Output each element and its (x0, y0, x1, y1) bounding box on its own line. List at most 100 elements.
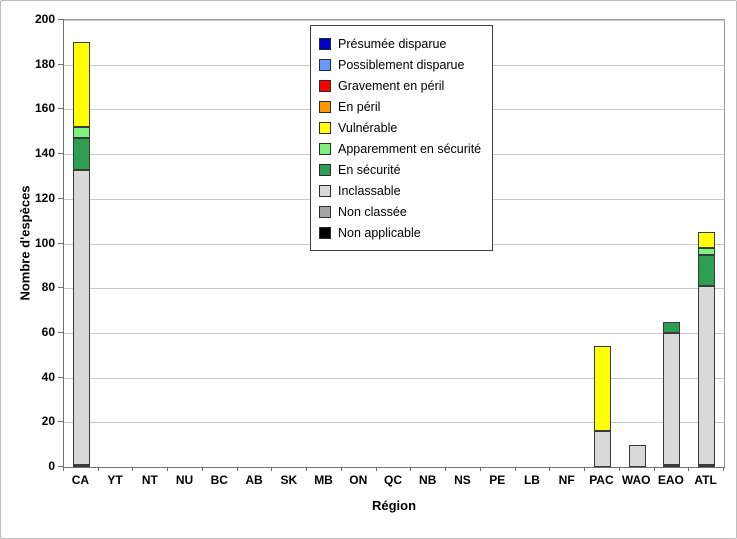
legend-label: Présumée disparue (338, 36, 447, 51)
y-tick-label: 200 (34, 12, 55, 26)
legend-item: Apparemment en sécurité (319, 138, 484, 159)
gridline (64, 20, 724, 21)
bar-segment (698, 254, 716, 286)
x-tick-label: BC (210, 473, 228, 487)
bar-segment (663, 464, 681, 467)
legend-label: Gravement en péril (338, 78, 445, 93)
x-tick-mark (375, 467, 377, 471)
legend-item: Possiblement disparue (319, 54, 484, 75)
bar-segment (698, 232, 716, 248)
legend-item: Non classée (319, 201, 484, 222)
x-tick-label: NF (558, 473, 575, 487)
legend-swatch (319, 184, 331, 197)
y-tick-mark (58, 331, 63, 333)
legend-swatch (319, 142, 331, 155)
legend-item: Présumée disparue (319, 33, 484, 54)
x-tick-label: LB (523, 473, 540, 487)
x-tick-mark (97, 467, 99, 471)
legend-swatch (319, 121, 331, 134)
x-tick-mark (340, 467, 342, 471)
y-tick-label: 20 (41, 414, 55, 429)
legend-swatch (319, 58, 331, 71)
legend: Présumée disparue Possiblement disparue Gr… (310, 25, 493, 251)
y-tick-label: 80 (41, 280, 55, 295)
legend-swatch (319, 163, 331, 176)
legend-label: Apparemment en sécurité (338, 141, 482, 156)
legend-label: Non applicable (338, 225, 421, 240)
legend-item: En sécurité (319, 159, 484, 180)
x-tick-label: NU (175, 473, 194, 487)
legend-label: En péril (338, 99, 381, 114)
x-tick-mark (306, 467, 308, 471)
legend-item: Inclassable (319, 180, 484, 201)
x-tick-label: QC (383, 473, 402, 487)
legend-swatch (319, 205, 331, 218)
x-tick-label: NB (419, 473, 437, 487)
x-tick-label: SK (280, 473, 298, 487)
x-tick-mark (723, 467, 724, 471)
bar-segment (698, 464, 716, 467)
x-tick-label: CA (71, 473, 90, 487)
x-tick-label: ON (349, 473, 368, 487)
bar-segment (663, 332, 681, 465)
bar-segment (72, 42, 90, 128)
x-tick-mark (479, 467, 481, 471)
x-tick-mark (584, 467, 586, 471)
legend-swatch (319, 79, 331, 92)
y-tick-label: 60 (41, 324, 55, 339)
x-tick-label: NS (454, 473, 471, 487)
y-tick-mark (58, 197, 63, 199)
x-tick-mark (514, 467, 516, 471)
x-tick-label: YT (107, 473, 123, 487)
y-tick-mark (58, 63, 63, 65)
x-tick-label: WAO (621, 473, 651, 487)
legend-label: Non classée (338, 204, 407, 219)
x-tick-mark (410, 467, 412, 471)
x-tick-label: AB (245, 473, 263, 487)
x-tick-label: PE (489, 473, 506, 487)
legend-label: Inclassable (338, 183, 401, 198)
y-tick-mark (58, 108, 63, 110)
x-tick-mark (618, 467, 620, 471)
bar-segment (698, 247, 716, 255)
y-tick-label: 40 (41, 369, 55, 384)
x-tick-mark (132, 467, 134, 471)
gridline (64, 377, 724, 379)
x-tick-label: ATL (694, 473, 717, 487)
x-tick-mark (688, 467, 690, 471)
x-tick-mark (271, 467, 273, 471)
y-tick-label: 160 (34, 101, 55, 116)
legend-item: En péril (319, 96, 484, 117)
legend-swatch (319, 100, 331, 113)
gridline (64, 288, 724, 290)
y-tick-mark (58, 153, 63, 155)
y-tick-mark (58, 466, 63, 467)
y-tick-mark (58, 242, 63, 244)
x-axis-title: Région (371, 498, 417, 513)
legend-label: Vulnérable (338, 120, 398, 135)
legend-item: Vulnérable (319, 117, 484, 138)
bar-segment (72, 127, 90, 139)
gridline (64, 422, 724, 424)
y-tick-mark (58, 19, 63, 20)
y-tick-label: 120 (34, 190, 55, 205)
legend-item: Gravement en péril (319, 75, 484, 96)
x-tick-mark (201, 467, 203, 471)
bar-segment (698, 285, 716, 465)
x-tick-mark (63, 467, 64, 471)
x-tick-label: MB (314, 473, 333, 487)
x-tick-mark (653, 467, 655, 471)
y-tick-mark (58, 287, 63, 289)
bar-segment (593, 346, 611, 432)
gridline (64, 332, 724, 334)
y-tick-label: 100 (34, 235, 55, 250)
bar-segment (72, 464, 90, 467)
bar-segment (663, 321, 681, 333)
legend-label: Possiblement disparue (338, 57, 465, 72)
y-tick-label: 0 (48, 459, 55, 473)
x-tick-label: NT (141, 473, 158, 487)
x-tick-mark (549, 467, 551, 471)
x-tick-mark (445, 467, 447, 471)
y-tick-label: 140 (34, 146, 55, 161)
x-tick-label: EAO (657, 473, 684, 487)
